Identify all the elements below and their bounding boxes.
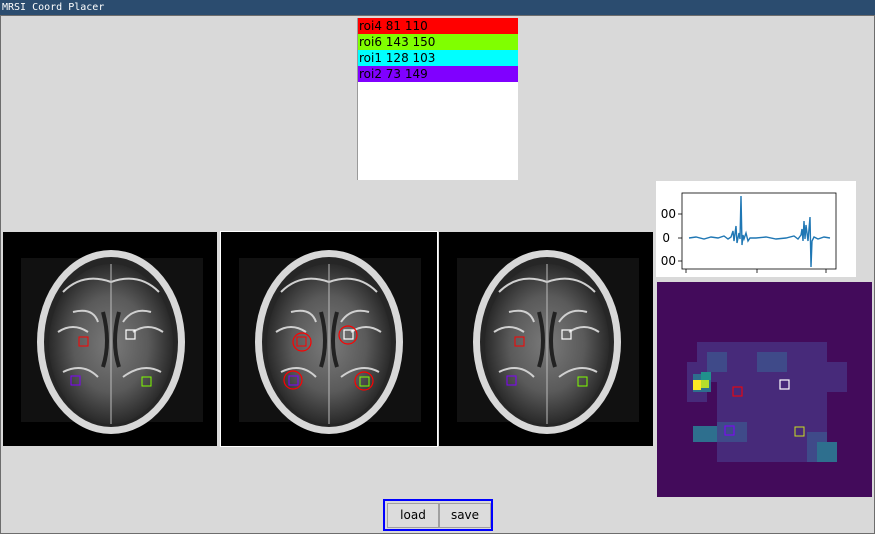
y-tick-label: 0 xyxy=(662,231,670,245)
window-title: MRSI Coord Placer xyxy=(0,0,875,15)
save-button[interactable]: save xyxy=(439,503,491,528)
brain-slice-view-right[interactable] xyxy=(439,232,653,446)
roi-list-item[interactable]: roi2 73 149 xyxy=(358,66,518,82)
y-tick-label: 00 xyxy=(661,207,676,221)
roi-list-item[interactable]: roi1 128 103 xyxy=(358,50,518,66)
roi-list-item[interactable]: roi6 143 150 xyxy=(358,34,518,50)
button-group: load save xyxy=(383,499,493,531)
roi-list-item[interactable]: roi4 81 110 xyxy=(358,18,518,34)
load-button[interactable]: load xyxy=(387,503,439,528)
spectrum-line xyxy=(688,195,831,268)
brain-slice-view-left[interactable] xyxy=(3,232,217,446)
brain-slice-view-center[interactable] xyxy=(220,231,438,447)
roi-listbox[interactable]: roi4 81 110 roi6 143 150 roi1 128 103 ro… xyxy=(357,18,518,180)
spectrum-plot: 00 0 00 xyxy=(656,181,856,277)
y-tick-label: 00 xyxy=(661,254,676,268)
mrsi-heatmap-view[interactable] xyxy=(657,282,872,497)
